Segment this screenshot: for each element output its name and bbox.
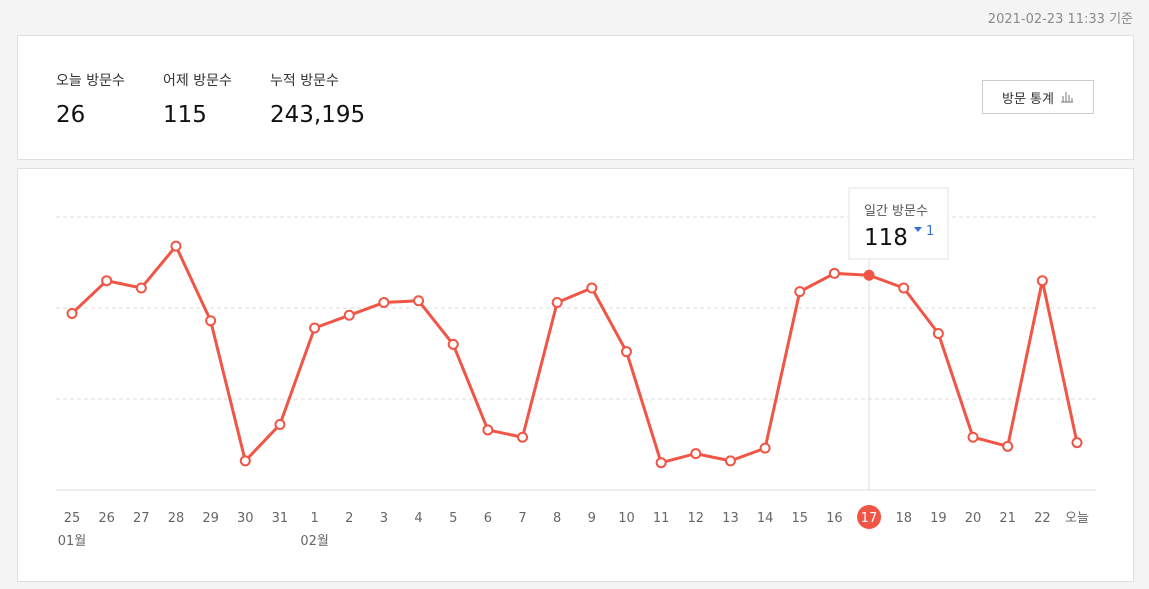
stat-value: 115 — [163, 102, 207, 128]
point — [1036, 275, 1048, 287]
x-tick-label: 28 — [168, 511, 185, 526]
stat: 누적 방문수 243,195 — [270, 70, 365, 128]
x-tick-label: 22 — [1034, 511, 1051, 526]
point — [170, 240, 182, 252]
point — [794, 286, 806, 298]
x-tick-label: 14 — [757, 511, 774, 526]
x-tick-label: 20 — [965, 511, 982, 526]
selected-marker — [857, 505, 882, 529]
tooltip-change: 1 — [926, 224, 934, 239]
stats-panel: 오늘 방문수 26 어제 방문수 115 누적 방문수 243,195 방문 통계 — [17, 35, 1134, 160]
x-tick-label: 29 — [202, 511, 219, 526]
point — [620, 346, 632, 358]
timestamp: 2021-02-23 11:33 기준 — [987, 12, 1133, 27]
point — [967, 431, 979, 443]
point — [447, 338, 459, 350]
x-tick-label: 7 — [518, 511, 526, 526]
x-tick-label: 25 — [64, 511, 81, 526]
point — [239, 455, 251, 467]
x-tick-label: 3 — [380, 511, 388, 526]
point — [135, 282, 147, 294]
x-tick-label: 2 — [345, 511, 353, 526]
x-tick-label: 18 — [895, 511, 912, 526]
point — [66, 307, 78, 319]
point — [205, 315, 217, 327]
point — [413, 295, 425, 307]
x-tick-label: 31 — [272, 511, 289, 526]
point — [378, 297, 390, 309]
x-tick-label: 9 — [588, 511, 596, 526]
x-tick-label: 16 — [826, 511, 843, 526]
point — [343, 309, 355, 321]
x-tick-label: 11 — [653, 511, 670, 526]
stat-label: 오늘 방문수 — [56, 73, 125, 89]
point — [828, 267, 840, 279]
point — [759, 442, 771, 454]
stats-button[interactable]: 방문 통계 — [982, 80, 1094, 114]
x-tick-label: 27 — [133, 511, 150, 526]
point — [101, 275, 113, 287]
stat-label: 누적 방문수 — [270, 73, 339, 89]
x-tick-label: 13 — [722, 511, 739, 526]
line — [70, 244, 1079, 465]
point — [932, 327, 944, 339]
x-tick-label: 21 — [999, 511, 1016, 526]
x-tick-label: 26 — [98, 511, 115, 526]
point — [586, 282, 598, 294]
change-arrow — [914, 227, 922, 232]
x-tick-label: 15 — [791, 511, 808, 526]
x-tick-label: 30 — [237, 511, 254, 526]
x-tick-label: 19 — [930, 511, 947, 526]
point — [655, 457, 667, 469]
tooltip-label: 일간 방문수 — [864, 204, 928, 219]
tooltip — [848, 187, 949, 260]
stat: 오늘 방문수 26 — [56, 70, 125, 128]
month-label: 01월 — [58, 534, 87, 549]
point — [898, 282, 910, 294]
point — [482, 424, 494, 436]
x-tick-label: 6 — [484, 511, 492, 526]
point — [309, 322, 321, 334]
x-tick-label: 4 — [414, 511, 422, 526]
x-tick-label: 8 — [553, 511, 561, 526]
x-tick-label: 17 — [861, 511, 878, 526]
x-tick-label: 5 — [449, 511, 457, 526]
point — [863, 269, 875, 281]
chart-icon — [1060, 92, 1073, 103]
x-tick-label: 오늘 — [1065, 511, 1089, 526]
stat-value: 243,195 — [270, 102, 366, 128]
point — [1071, 437, 1083, 449]
month-label: 02월 — [300, 534, 329, 549]
stat-label: 어제 방문수 — [163, 73, 232, 89]
point — [724, 455, 736, 467]
stat: 어제 방문수 115 — [163, 70, 232, 128]
stat-value: 26 — [56, 102, 86, 128]
button-label: 방문 통계 — [1002, 91, 1054, 107]
x-tick-label: 12 — [688, 511, 705, 526]
x-tick-label: 10 — [618, 511, 635, 526]
point — [551, 297, 563, 309]
point — [1002, 440, 1014, 452]
tooltip-value: 118 — [864, 225, 908, 251]
x-tick-label: 1 — [310, 511, 318, 526]
point — [517, 431, 529, 443]
point — [274, 418, 286, 430]
point — [690, 448, 702, 460]
